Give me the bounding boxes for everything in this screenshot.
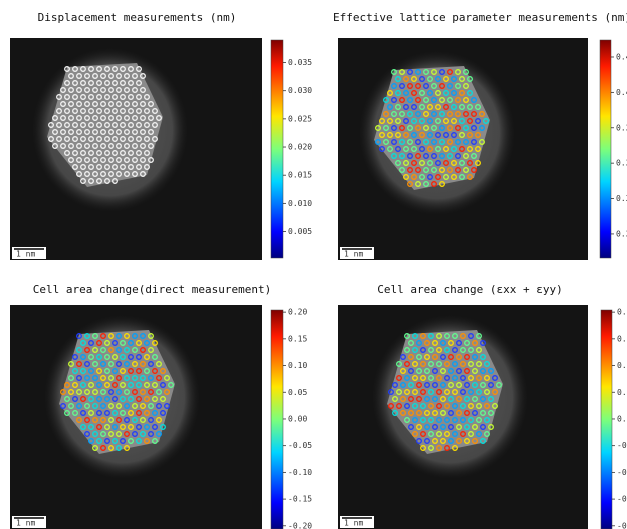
colorbar-tick-label: 0.4 <box>616 88 627 97</box>
colorbar-tick-label: 0.00 <box>288 414 307 423</box>
colorbar-tick-label: 0.015 <box>288 171 312 180</box>
colorbar-tick-label: -0. <box>617 468 627 477</box>
particle-image <box>338 38 588 260</box>
panel-title: Cell area change(direct measurement) <box>33 283 271 296</box>
scale-bar-label: 1 nm <box>344 519 363 528</box>
colorbar-tick-label: -0. <box>617 441 627 450</box>
colorbar-tick-label: 0.025 <box>288 114 312 123</box>
colorbar-tick-label: 0.3 <box>616 229 627 238</box>
colorbar-tick-label: -0.05 <box>288 441 312 450</box>
particle-image <box>10 305 262 529</box>
scale-bar-label: 1 nm <box>16 250 35 259</box>
colorbar-tick-label: 0.15 <box>288 334 307 343</box>
colorbar-tick-label: 0.3 <box>616 123 627 132</box>
panel-title: Cell area change (εxx + εyy) <box>377 283 562 296</box>
colorbar-tick-label: 0.020 <box>288 143 312 152</box>
colorbar-tick-label: -0.20 <box>288 521 312 529</box>
colorbar-tick-label: 0.10 <box>288 361 307 370</box>
figure: Displacement measurements (nm) 1 nm 0.035 0… <box>0 0 627 529</box>
colorbar-tick-label: 0.05 <box>288 388 307 397</box>
scale-bar-label: 1 nm <box>344 250 363 259</box>
panel-title: Effective lattice parameter measurements… <box>333 11 627 24</box>
colorbar-tick-label: -0.15 <box>288 495 312 504</box>
colorbar <box>600 40 611 258</box>
colorbar-tick-label: 0.1 <box>617 361 627 370</box>
colorbar <box>271 40 283 258</box>
particle-image <box>10 38 262 260</box>
colorbar-tick-label: 0.1 <box>617 334 627 343</box>
colorbar-tick-label: 0.0 <box>617 414 627 423</box>
colorbar-tick-label: -0 <box>617 521 627 529</box>
colorbar <box>601 310 612 529</box>
panel-title: Displacement measurements (nm) <box>38 11 237 24</box>
colorbar-tick-label: -0.10 <box>288 468 312 477</box>
colorbar-tick-label: 0.3 <box>616 159 627 168</box>
particle-image <box>338 305 588 529</box>
colorbar <box>271 310 283 529</box>
colorbar-tick-label: 0.2 <box>617 308 627 317</box>
colorbar-tick-label: 0.005 <box>288 227 312 236</box>
colorbar-tick-label: 0.010 <box>288 199 312 208</box>
colorbar-tick-label: 0.3 <box>616 194 627 203</box>
scale-bar-label: 1 nm <box>16 519 35 528</box>
colorbar-tick-label: 0.4 <box>616 52 627 61</box>
colorbar-tick-label: 0.20 <box>288 308 307 317</box>
colorbar-tick-label: -0. <box>617 495 627 504</box>
colorbar-tick-label: 0.035 <box>288 58 312 67</box>
colorbar-tick-label: 0.0 <box>617 388 627 397</box>
page: Displacement measurements (nm) 1 nm 0.035 0… <box>0 0 627 529</box>
colorbar-tick-label: 0.030 <box>288 86 312 95</box>
